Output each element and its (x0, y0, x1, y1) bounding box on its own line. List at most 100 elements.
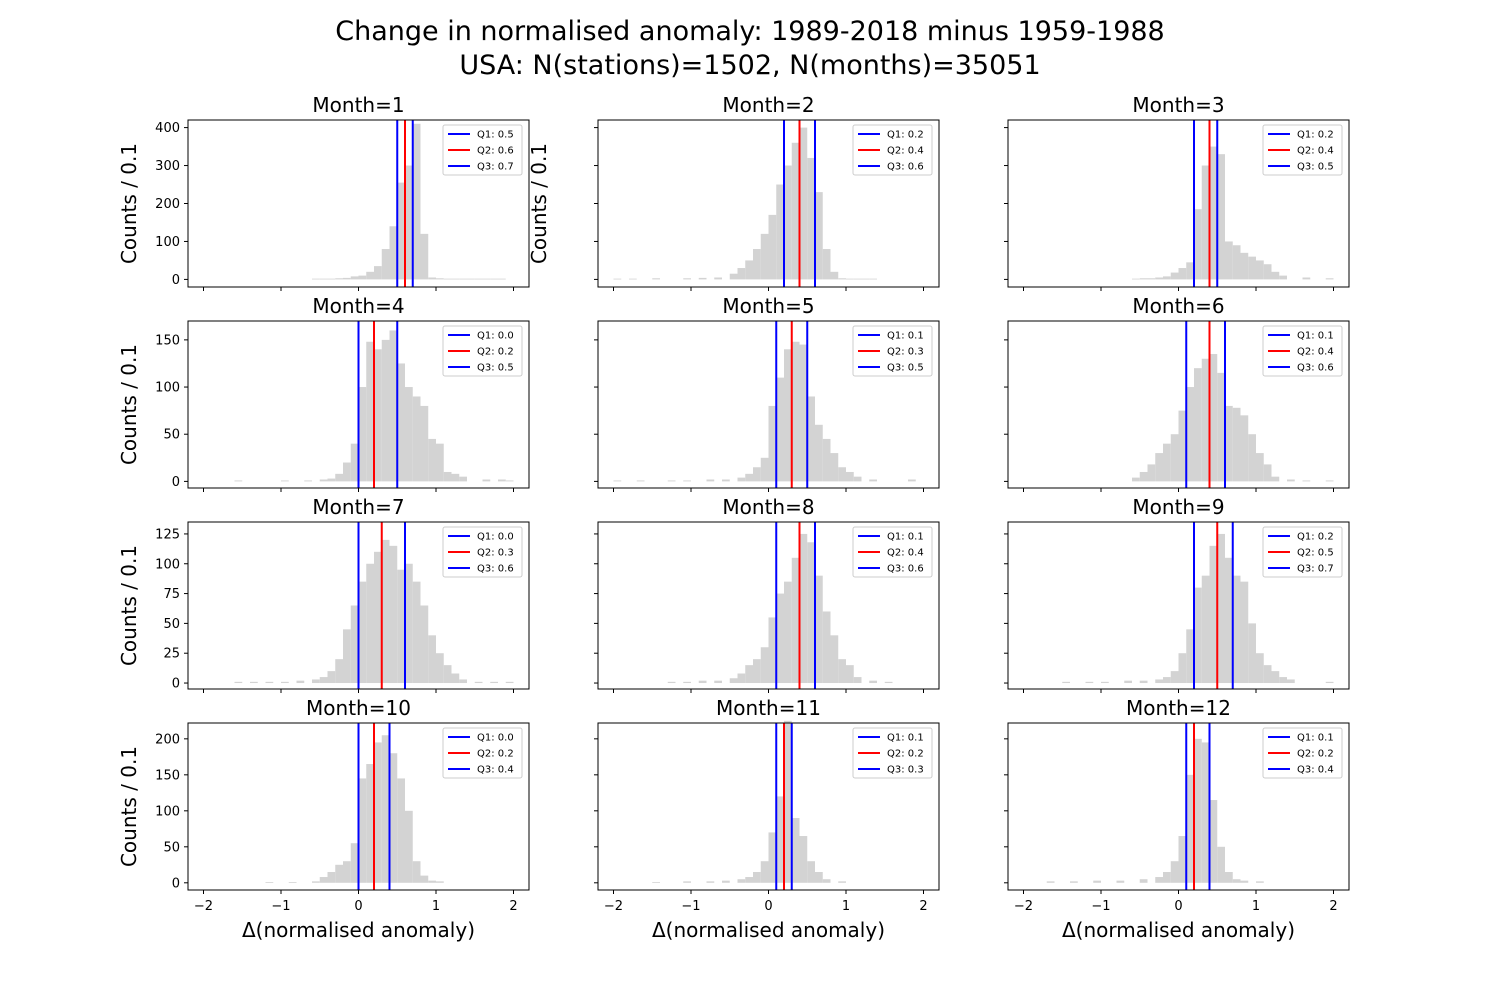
histogram-bar (1163, 276, 1171, 280)
histogram-bar (869, 278, 877, 280)
histogram-bar (1209, 545, 1218, 684)
histogram-bar (908, 479, 916, 482)
x-tick-label: 0 (354, 899, 362, 914)
legend-label-q1: Q1: 0.2 (1297, 130, 1334, 141)
x-tick-label: 1 (1252, 899, 1260, 914)
histogram-bar (350, 276, 359, 280)
histogram-bar (1139, 680, 1148, 684)
histogram-bar (807, 861, 815, 883)
histogram-bar (1170, 272, 1179, 280)
histogram-bar (428, 277, 436, 280)
histogram-bar (784, 581, 792, 684)
legend-label-q3: Q3: 0.7 (477, 162, 514, 173)
histogram-bar (822, 611, 831, 684)
histogram-bar (1170, 671, 1179, 684)
histogram-bar (397, 363, 405, 482)
x-tick-label: 2 (509, 899, 517, 914)
legend-label-q3: Q3: 0.4 (477, 765, 514, 776)
histogram-bar (474, 278, 483, 280)
histogram-bar (791, 557, 800, 684)
legend-label-q1: Q1: 0.2 (887, 130, 924, 141)
histogram-bar (490, 681, 498, 684)
histogram-bar (405, 387, 413, 482)
histogram-bar (753, 872, 761, 883)
histogram-bar (1232, 407, 1241, 482)
legend-label-q2: Q2: 0.5 (1297, 548, 1334, 559)
histogram-bar (451, 673, 460, 684)
histogram-bar (753, 249, 761, 280)
subplot-month-5: Month=5 Q1: 0.1 Q2: 0.3 Q3: 0.5 (594, 294, 940, 492)
histogram-bar (737, 268, 746, 280)
histogram-bar (1232, 879, 1241, 883)
histogram-bar (822, 879, 831, 883)
histogram-bar (412, 123, 421, 280)
histogram-bar (1139, 879, 1148, 883)
histogram-bar (636, 480, 645, 482)
legend-label-q2: Q2: 0.2 (477, 749, 514, 760)
legend-box (852, 526, 933, 578)
histogram-bar (1209, 146, 1218, 280)
legend-box (442, 124, 523, 176)
histogram-bar (683, 480, 691, 482)
histogram-bar (1139, 471, 1148, 482)
figure-subtitle: USA: N(stations)=1502, N(months)=35051 (459, 50, 1041, 81)
histogram-bar (760, 861, 769, 883)
histogram-bar (776, 184, 784, 280)
x-tick-label: −2 (194, 899, 213, 914)
histogram-bar (1279, 677, 1287, 684)
legend-label-q2: Q2: 0.4 (887, 548, 924, 559)
legend-label-q3: Q3: 0.5 (1297, 162, 1334, 173)
histogram-bar (1194, 368, 1202, 482)
histogram-bar (1194, 587, 1202, 684)
histogram-bar (1271, 671, 1280, 684)
histogram-bar (753, 467, 761, 482)
histogram-bar (768, 832, 777, 883)
histogram-bar (420, 875, 429, 883)
legend-label-q3: Q3: 0.5 (887, 363, 924, 374)
y-tick-label: 400 (155, 121, 180, 136)
histogram-bar (1163, 443, 1171, 482)
x-axis-label: Δ(normalised anomaly) (242, 918, 475, 942)
histogram-bar (1101, 681, 1109, 684)
histogram-bar (374, 266, 382, 280)
histogram-bar (846, 278, 854, 280)
histogram-bar (505, 480, 514, 482)
histogram-bar (853, 476, 862, 482)
histogram-bar (428, 438, 436, 482)
histogram-bar (1263, 264, 1272, 280)
histogram-bar (389, 226, 398, 280)
histogram-bar (1302, 480, 1311, 482)
histogram-bar (1240, 415, 1249, 482)
y-tick-label: 150 (155, 768, 180, 783)
legend-box (852, 727, 933, 779)
histogram-bar (768, 405, 777, 482)
subplot-month-12: −2 −1 0 1 2 Month=12 Δ(normalised anomaly) Q1: … (1004, 696, 1350, 942)
legend-label-q2: Q2: 0.6 (477, 146, 514, 157)
y-axis-label: Counts / 0.1 (117, 746, 141, 867)
histogram-bar (838, 881, 846, 883)
histogram-bar (737, 879, 746, 883)
subplot-title: Month=10 (306, 696, 411, 720)
legend-label-q1: Q1: 0.1 (1297, 331, 1334, 342)
legend-box (1262, 526, 1343, 578)
histogram-bar (784, 720, 792, 883)
histogram-bar (853, 278, 862, 280)
legend-label-q1: Q1: 0.1 (887, 532, 924, 543)
histogram-bar (436, 443, 444, 482)
histogram-bar (1178, 268, 1187, 280)
histogram-bar (1046, 881, 1055, 883)
y-axis-label: Counts / 0.1 (117, 545, 141, 666)
histogram-bar (815, 872, 823, 883)
histogram-bar (776, 593, 784, 684)
histogram-bar (1170, 434, 1179, 482)
histogram-bar (296, 680, 305, 684)
histogram-bar (312, 881, 320, 883)
legend-label-q1: Q1: 0.2 (1297, 532, 1334, 543)
histogram-bar (1147, 278, 1156, 280)
histogram-bar (234, 480, 243, 482)
y-tick-label: 50 (163, 840, 180, 855)
y-tick-label: 100 (155, 381, 180, 396)
subplot-month-6: Month=6 Q1: 0.1 Q2: 0.4 Q3: 0.6 (1004, 294, 1350, 492)
histogram-bar (799, 533, 808, 684)
histogram-bar (1062, 681, 1070, 684)
